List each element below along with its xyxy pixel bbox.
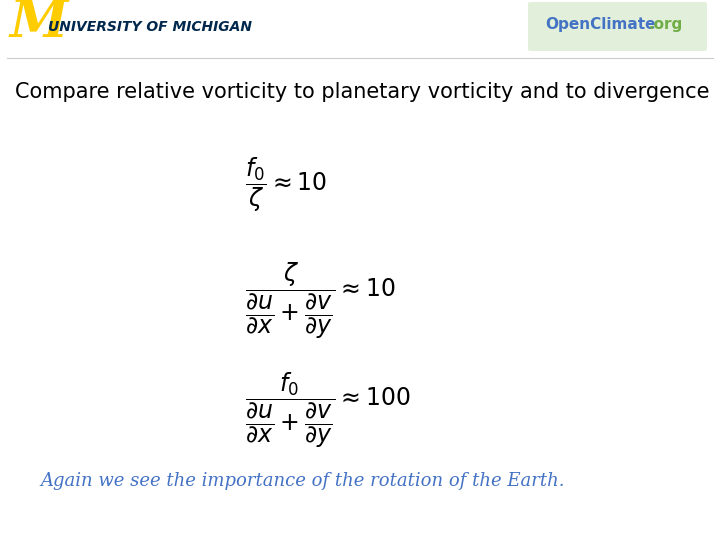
Text: Compare relative vorticity to planetary vorticity and to divergence: Compare relative vorticity to planetary …	[15, 82, 709, 102]
Text: OpenClimate: OpenClimate	[545, 17, 655, 32]
Text: $\dfrac{f_0}{\dfrac{\partial u}{\partial x} + \dfrac{\partial v}{\partial y}} \a: $\dfrac{f_0}{\dfrac{\partial u}{\partial…	[245, 370, 410, 450]
Text: Again we see the importance of the rotation of the Earth.: Again we see the importance of the rotat…	[40, 472, 564, 490]
Text: UNIVERSITY OF MICHIGAN: UNIVERSITY OF MICHIGAN	[48, 20, 252, 34]
Text: $\dfrac{f_0}{\zeta} \approx 10$: $\dfrac{f_0}{\zeta} \approx 10$	[245, 155, 327, 214]
Text: .org: .org	[648, 17, 683, 32]
Text: $\dfrac{\zeta}{\dfrac{\partial u}{\partial x} + \dfrac{\partial v}{\partial y}} : $\dfrac{\zeta}{\dfrac{\partial u}{\parti…	[245, 260, 396, 341]
FancyBboxPatch shape	[528, 2, 707, 51]
Text: M: M	[10, 0, 68, 48]
